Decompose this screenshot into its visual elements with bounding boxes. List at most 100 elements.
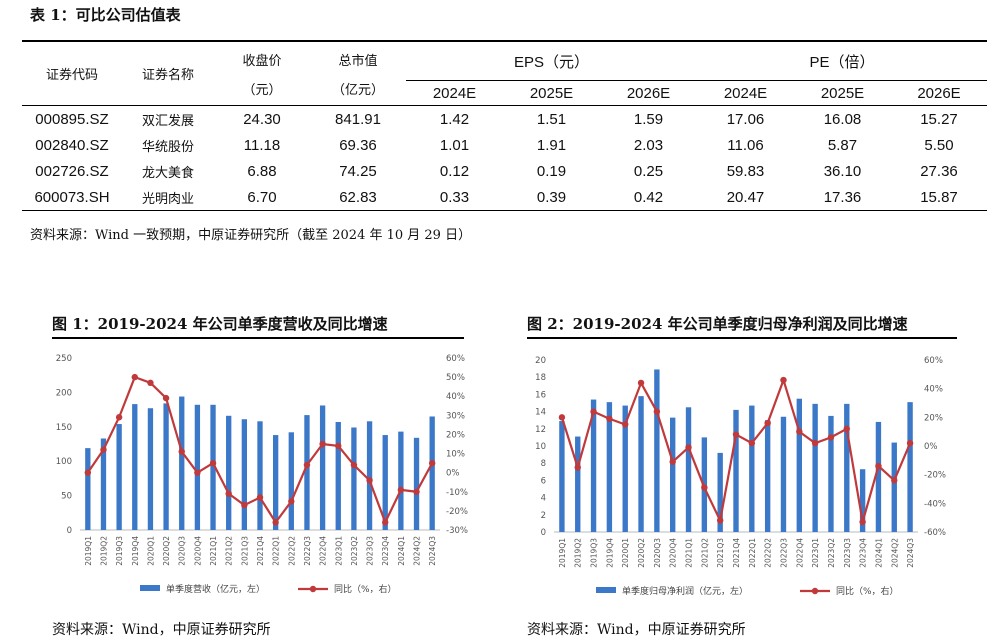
bar (575, 436, 581, 532)
x-tick-label: 2019Q4 (131, 536, 140, 566)
y-left-tick-label: 20 (535, 356, 546, 366)
bar (272, 435, 279, 530)
cell-pe: 36.10 (823, 162, 862, 180)
cell-pe: 17.36 (794, 184, 891, 211)
x-tick-label: 2021Q1 (685, 538, 694, 568)
x-tick-label: 2024Q2 (413, 536, 422, 566)
yoy-point (796, 428, 803, 435)
legend-bar-swatch (140, 585, 160, 591)
bar (147, 408, 154, 530)
bar (590, 399, 597, 532)
bar (717, 452, 723, 532)
header-mcap-unit: （亿元） (331, 82, 384, 98)
yoy-point (827, 434, 835, 441)
yoy-point (397, 486, 405, 494)
yoy-point (100, 446, 107, 453)
x-tick-label: 2019Q2 (99, 536, 108, 566)
bar (319, 405, 326, 530)
x-tick-label: 2019Q3 (115, 536, 124, 566)
cell-pe: 11.06 (727, 136, 764, 154)
y-right-tick-label: -60% (924, 528, 946, 538)
yoy-point (590, 408, 597, 415)
bar (304, 415, 310, 530)
x-tick-label: 2023Q4 (859, 538, 868, 568)
bar (733, 409, 739, 532)
yoy-point (366, 477, 373, 484)
yoy-point (875, 462, 882, 470)
cell-eps: 1.42 (439, 110, 470, 128)
cell-price: 11.18 (243, 136, 281, 154)
cell-eps: 1.51 (536, 110, 567, 128)
bar (654, 369, 660, 532)
yoy-point (764, 419, 771, 427)
y-left-tick-label: 4 (541, 494, 546, 504)
bar (288, 432, 294, 530)
yoy-point (147, 379, 154, 387)
yoy-point (685, 444, 692, 451)
bar (366, 421, 373, 530)
x-tick-label: 2022Q4 (795, 538, 804, 568)
cell-eps: 0.33 (406, 184, 503, 211)
cell-code: 002726.SZ (35, 162, 109, 180)
cell-eps: 1.01 (439, 136, 470, 154)
y-right-tick-label: 0% (446, 469, 460, 479)
x-tick-label: 2019Q1 (84, 536, 93, 566)
yoy-point (272, 519, 279, 526)
cell-eps: 0.39 (503, 184, 600, 211)
x-tick-label: 2022Q4 (319, 536, 328, 566)
y-right-tick-label: -20% (924, 471, 946, 481)
y-left-tick-label: 50 (61, 492, 72, 502)
y-right-tick-label: 40% (446, 392, 465, 402)
cell-mcap: 74.25 (339, 162, 377, 180)
x-tick-label: 2020Q4 (193, 536, 202, 566)
y-right-tick-label: 50% (446, 373, 465, 383)
cell-mcap: 841.91 (335, 110, 381, 128)
x-tick-label: 2022Q2 (287, 536, 296, 566)
y-right-tick-label: 0% (924, 442, 938, 452)
cell-pe: 20.47 (697, 184, 794, 211)
yoy-point (162, 394, 170, 402)
yoy-point (335, 442, 342, 450)
bar (132, 404, 138, 530)
cell-price: 24.30 (243, 110, 281, 128)
bar (194, 404, 201, 530)
x-tick-label: 2023Q2 (827, 538, 836, 568)
y-left-tick-label: 150 (56, 423, 72, 433)
y-right-tick-label: 60% (446, 354, 465, 364)
header-code: 证券代码 (45, 68, 98, 83)
bar (844, 403, 850, 532)
figure-2-source: 资料来源：Wind，中原证券研究所 (527, 622, 746, 638)
table-row: 000895.SZ 双汇发展 24.30 841.91 1.42 1.51 1.… (22, 106, 987, 133)
y-right-tick-label: 20% (924, 413, 943, 423)
x-tick-label: 2020Q3 (653, 538, 662, 568)
y-left-tick-label: 14 (535, 408, 546, 418)
header-pe-2024e: 2024E (723, 84, 768, 102)
y-right-tick-label: -20% (446, 507, 468, 517)
cell-eps: 0.19 (536, 162, 567, 180)
x-tick-label: 2021Q2 (225, 536, 234, 566)
y-left-tick-label: 6 (541, 476, 546, 486)
x-tick-label: 2023Q1 (334, 536, 343, 566)
yoy-point (748, 439, 756, 447)
x-tick-label: 2020Q4 (669, 538, 678, 568)
cell-pe: 5.50 (924, 136, 954, 154)
x-tick-label: 2020Q3 (178, 536, 187, 566)
bar (241, 419, 248, 530)
cell-name: 华统股份 (141, 139, 194, 155)
bar (749, 405, 755, 532)
bar (891, 442, 897, 532)
table-title: 表 1：可比公司估值表 (30, 6, 181, 24)
cell-pe: 15.27 (920, 110, 958, 128)
cell-name: 龙大美食 (141, 165, 194, 181)
yoy-point (637, 379, 645, 387)
bar (163, 403, 169, 530)
yoy-point (241, 501, 248, 509)
legend-line-label: 同比（%，右） (836, 585, 899, 597)
bar (429, 416, 435, 530)
valuation-table: 证券代码 证券名称 收盘价 （元） 总市值 （亿元） EPS（元） PE（倍） … (22, 40, 987, 211)
table-row: 600073.SH 光明肉业 6.70 62.83 0.33 0.39 0.42… (22, 184, 987, 211)
x-tick-label: 2019Q1 (558, 538, 567, 568)
bar (257, 421, 263, 530)
cell-pe: 27.36 (920, 162, 958, 180)
cell-pe: 5.87 (827, 136, 858, 154)
